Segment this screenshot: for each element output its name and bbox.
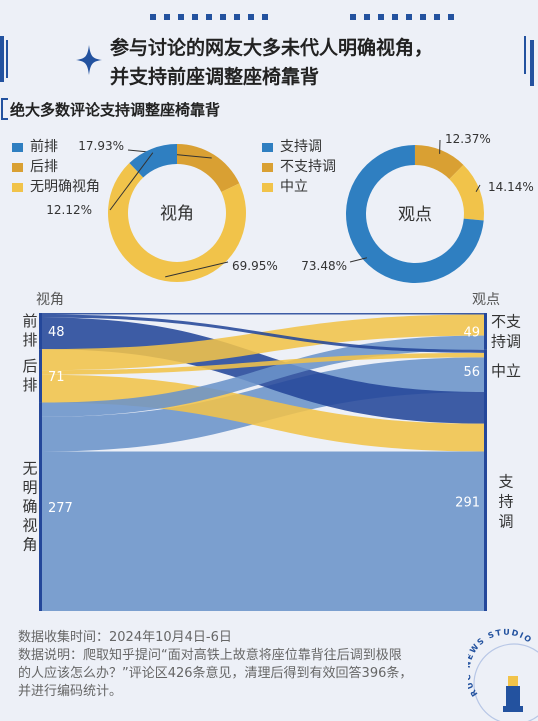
sankey-flow bbox=[42, 374, 484, 452]
legend-perspective: 前排 后排 无明确视角 bbox=[12, 137, 100, 197]
sankey-source-value: 71 bbox=[48, 370, 65, 385]
donut-perspective: 17.93% 69.95% 12.12% 视角 bbox=[46, 139, 278, 282]
sankey-target-label: 不支 bbox=[491, 312, 521, 330]
sankey-source-label: 明 bbox=[22, 478, 37, 496]
leader-line bbox=[349, 257, 368, 263]
ruc-news-studio-logo: RUC NEWS STUDIO bbox=[468, 628, 538, 721]
legend-swatch bbox=[262, 162, 273, 172]
sankey-target-label: 调 bbox=[498, 513, 513, 531]
footer-line: 数据说明：爬取知乎提问“面对高铁上故意将座位靠背往后调到极限 bbox=[18, 648, 402, 663]
sankey-target-value: 291 bbox=[455, 496, 480, 511]
sankey-flow bbox=[42, 314, 484, 371]
top-decoration-left bbox=[150, 14, 268, 20]
donut-opinion: 12.37% 14.14% 73.48% 观点 bbox=[301, 132, 534, 283]
legend-item: 支持调 bbox=[262, 137, 336, 157]
legend-label: 前排 bbox=[30, 139, 58, 155]
donut-value-label: 12.37% bbox=[445, 132, 491, 146]
sankey-flow bbox=[42, 352, 484, 375]
donut-center-label: 观点 bbox=[398, 205, 432, 225]
sankey-source-node bbox=[39, 313, 42, 350]
sankey-source-label: 视 bbox=[22, 516, 37, 534]
title-line-2: 并支持前座调整座椅靠背 bbox=[110, 66, 320, 88]
sankey-source-label: 排 bbox=[22, 331, 37, 349]
sankey-left-title: 视角 bbox=[36, 292, 64, 308]
top-decoration-right bbox=[350, 14, 454, 20]
donut-center-label: 视角 bbox=[160, 204, 194, 224]
leader-line bbox=[475, 184, 481, 193]
donut-slice-0 bbox=[129, 144, 177, 178]
footer-line: 的人应该怎么办？”评论区426条意见，清理后得到有效回答396条， bbox=[18, 666, 413, 681]
legend-label: 无明确视角 bbox=[30, 179, 100, 195]
donut-slice-2 bbox=[108, 163, 247, 282]
sankey-target-label: 持 bbox=[498, 493, 513, 511]
legend-swatch bbox=[12, 142, 23, 152]
legend-swatch bbox=[262, 182, 273, 192]
leader-line bbox=[165, 261, 229, 278]
legend-item: 后排 bbox=[12, 157, 100, 177]
sankey-source-value: 277 bbox=[48, 501, 73, 516]
legend-opinion: 支持调 不支持调 中立 bbox=[262, 137, 336, 197]
footer-line: 数据收集时间：2024年10月4日-6日 bbox=[18, 630, 232, 645]
right-decoration bbox=[524, 36, 534, 86]
sankey-flow bbox=[42, 313, 484, 315]
donut-value-label: 17.93% bbox=[78, 139, 124, 153]
title-line-1: 参与讨论的网友大多未代人明确视角， bbox=[110, 37, 434, 59]
sankey-source-node bbox=[39, 402, 42, 611]
subtitle-bracket-icon bbox=[1, 98, 8, 120]
legend-item: 不支持调 bbox=[262, 157, 336, 177]
sankey-flow bbox=[42, 314, 484, 353]
sankey-source-label: 确 bbox=[22, 497, 37, 515]
left-decoration bbox=[0, 36, 8, 82]
sankey-source-node bbox=[39, 349, 42, 403]
sankey-target-label: 支 bbox=[498, 473, 513, 491]
sankey-right-title: 观点 bbox=[472, 292, 500, 308]
legend-item: 无明确视角 bbox=[12, 177, 100, 197]
legend-item: 前排 bbox=[12, 137, 100, 157]
svg-text:RUC NEWS STUDIO: RUC NEWS STUDIO bbox=[468, 628, 534, 698]
donut-slice-1 bbox=[415, 145, 464, 180]
footer-notes: 数据收集时间：2024年10月4日-6日 数据说明：爬取知乎提问“面对高铁上故意… bbox=[18, 629, 458, 701]
footer-line: 并进行编码统计。 bbox=[18, 684, 123, 699]
legend-label: 中立 bbox=[280, 179, 308, 195]
sankey-target-value: 49 bbox=[463, 325, 480, 340]
legend-label: 支持调 bbox=[280, 139, 322, 155]
sankey-source-value: 48 bbox=[48, 325, 65, 340]
sankey-target-value: 56 bbox=[463, 365, 480, 380]
sankey-target-node bbox=[484, 313, 487, 350]
sankey-target-node bbox=[484, 349, 487, 393]
donut-value-label: 73.48% bbox=[301, 259, 347, 273]
sankey-target-node bbox=[484, 392, 487, 611]
sankey-source-label: 无 bbox=[22, 459, 37, 477]
legend-item: 中立 bbox=[262, 177, 336, 197]
sankey-flow bbox=[42, 451, 484, 611]
legend-swatch bbox=[12, 182, 23, 192]
legend-swatch bbox=[262, 142, 273, 152]
donut-slice-1 bbox=[177, 144, 240, 192]
chart-subtitle: 绝大多数评论支持调整座椅靠背 bbox=[10, 101, 221, 119]
leader-line bbox=[109, 152, 154, 211]
legend-label: 不支持调 bbox=[280, 159, 336, 175]
donut-value-label: 69.95% bbox=[232, 259, 278, 273]
sankey-source-label: 后 bbox=[22, 357, 37, 375]
donut-value-label: 12.12% bbox=[46, 203, 92, 217]
donut-slice-2 bbox=[449, 164, 484, 221]
donut-value-label: 14.14% bbox=[488, 180, 534, 194]
sankey-source-label: 角 bbox=[22, 535, 37, 553]
legend-swatch bbox=[12, 162, 23, 172]
sankey-target-label: 中立 bbox=[491, 362, 521, 380]
sankey-target-label: 持调 bbox=[491, 332, 521, 350]
chart-canvas: 17.93% 69.95% 12.12% 视角 12.37% 14.14% 73.48% 观… bbox=[22, 132, 534, 611]
star-icon bbox=[76, 45, 102, 75]
legend-label: 后排 bbox=[30, 159, 58, 175]
page-title: 参与讨论的网友大多未代人明确视角， 并支持前座调整座椅靠背 bbox=[110, 34, 490, 92]
sankey-source-label: 排 bbox=[22, 376, 37, 394]
sankey-source-label: 前 bbox=[22, 312, 37, 330]
